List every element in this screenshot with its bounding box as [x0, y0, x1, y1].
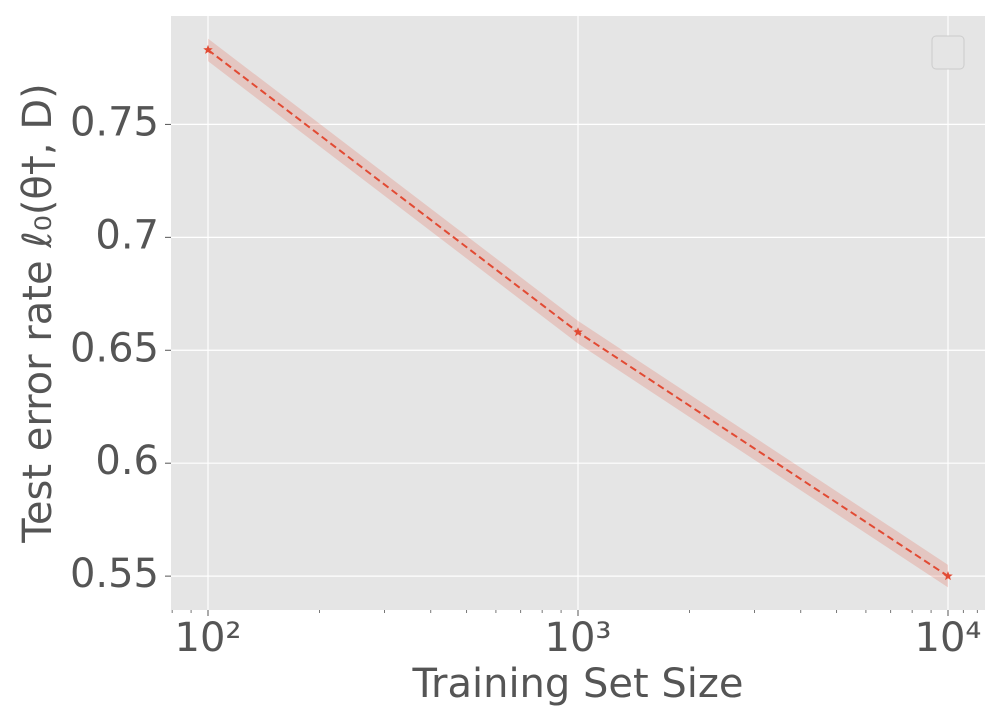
- y-tick-label: 0.55: [70, 551, 159, 597]
- x-tick-label: 10⁴: [915, 615, 982, 661]
- legend-box: [931, 35, 965, 70]
- star-marker: [943, 571, 953, 581]
- x-axis-label: Training Set Size: [411, 661, 743, 707]
- y-tick-label: 0.6: [95, 438, 159, 484]
- star-marker: [203, 44, 213, 54]
- y-tick-label: 0.65: [70, 325, 159, 371]
- y-tick-label: 0.75: [70, 99, 159, 145]
- marks: [203, 38, 953, 588]
- x-tick-label: 10³: [545, 615, 612, 661]
- confidence-band: [208, 38, 949, 588]
- y-axis-label: Test error rate ℓ₀(θ†, D): [15, 83, 61, 543]
- y-tick-label: 0.7: [95, 212, 159, 258]
- grid: [171, 16, 985, 610]
- star-marker: [573, 327, 583, 337]
- x-tick-label: 10²: [175, 615, 242, 661]
